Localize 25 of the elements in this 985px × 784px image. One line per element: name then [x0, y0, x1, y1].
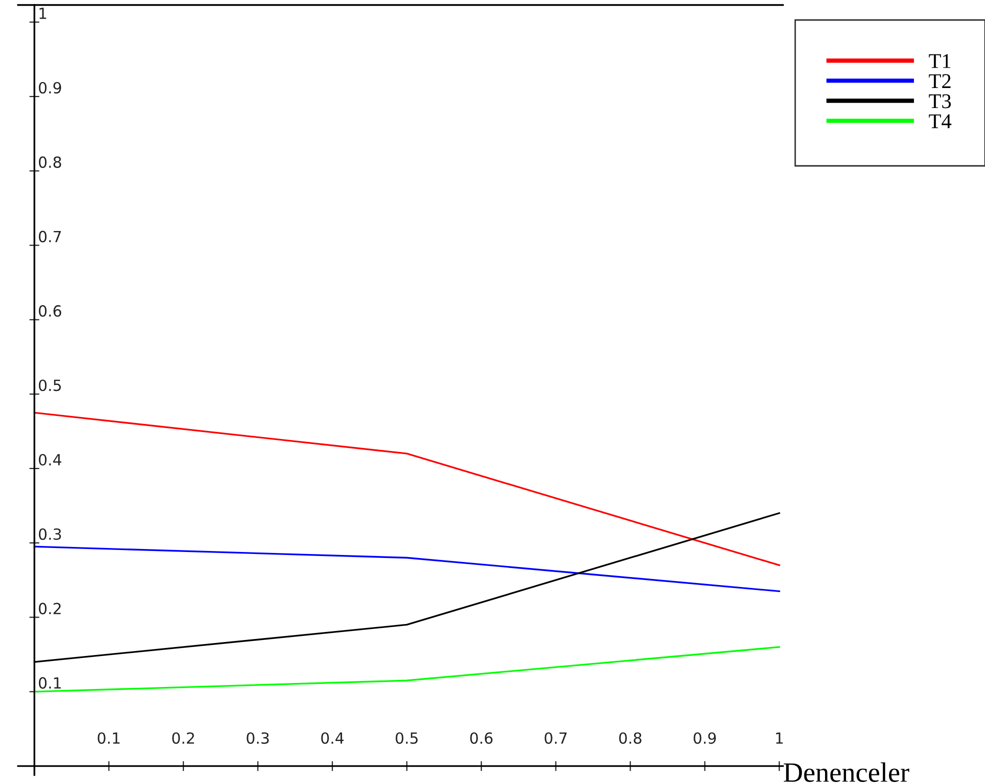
y-tick-label: 0.7	[38, 230, 61, 242]
y-tick-label: 0.2	[38, 602, 61, 614]
x-axis-title: Denenceler	[784, 762, 910, 782]
y-tick-label: 0.4	[38, 454, 62, 466]
x-tick-label: 0.3	[246, 732, 269, 744]
legend-label: T2	[928, 74, 951, 88]
x-tick-label: 0.7	[544, 732, 567, 744]
x-tick-label: 0.6	[470, 732, 493, 744]
y-tick-label: 0.6	[38, 305, 62, 317]
x-tick-label: 0.5	[396, 732, 418, 744]
x-tick-label: 0.8	[619, 732, 642, 744]
y-tick-label: 0.5	[38, 380, 61, 392]
y-tick-label: 1	[40, 8, 46, 19]
legend-label: T1	[928, 54, 950, 68]
y-tick-label: 0.8	[38, 156, 62, 168]
x-tick-label: 1	[776, 732, 783, 744]
y-tick-label: 0.3	[38, 528, 61, 540]
y-tick-label: 0.1	[38, 677, 61, 689]
x-tick-label: 0.4	[321, 732, 344, 744]
y-tick-label: 0.9	[38, 82, 62, 94]
legend-label: T3	[928, 94, 951, 108]
legend-label: T4	[928, 114, 952, 128]
x-tick-label: 0.9	[694, 732, 716, 744]
x-tick-label: 0.1	[98, 732, 120, 744]
x-tick-label: 0.2	[172, 732, 194, 744]
